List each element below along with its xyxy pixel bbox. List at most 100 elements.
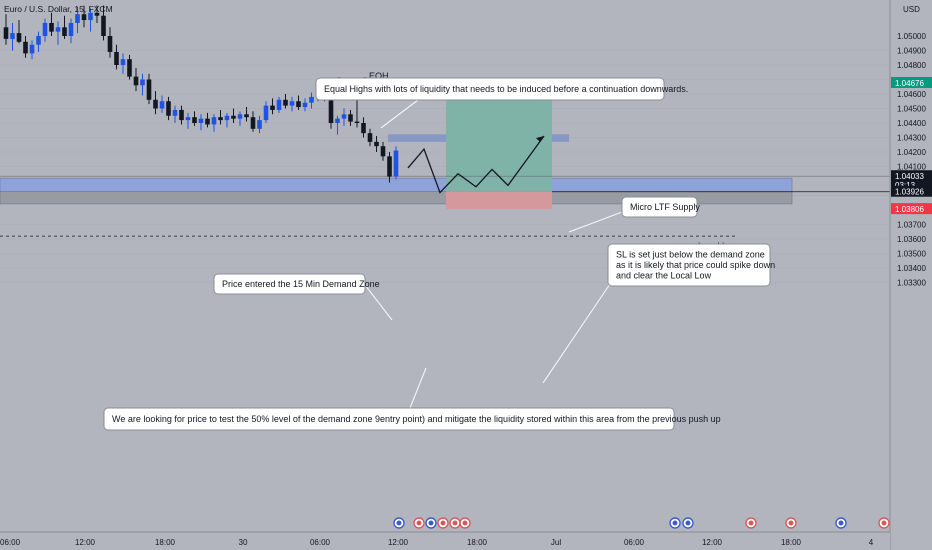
candle-body: [367, 133, 373, 142]
time-tick-label: 4: [869, 538, 874, 547]
price-tick-label: 1.03400: [897, 264, 926, 273]
price-tick-label: 1.04100: [897, 163, 926, 172]
price-tick-label: 1.04200: [897, 148, 926, 157]
candle-body: [114, 51, 119, 65]
economic-event-icon: [449, 517, 461, 529]
price-tick-label: 1.03700: [897, 221, 926, 230]
annotation-box: [103, 407, 675, 431]
annotation-looking-for: We are looking for price to test the 50%…: [103, 367, 721, 431]
economic-event-icon: [413, 517, 425, 529]
candle-body: [218, 117, 223, 121]
take-profit: [446, 82, 552, 192]
event-dot: [838, 520, 844, 526]
candle-body: [296, 101, 301, 108]
stop-loss: [446, 191, 552, 210]
candle-body: [231, 115, 236, 119]
candle: [198, 114, 204, 131]
annotation-pointer: [380, 99, 419, 129]
event-dot: [428, 520, 434, 526]
candle-body: [387, 156, 392, 177]
candle: [348, 109, 353, 126]
economic-event-icon: [425, 517, 437, 529]
annotation-box: [607, 243, 771, 287]
candle: [283, 94, 288, 109]
candle: [62, 15, 67, 39]
candle: [120, 53, 126, 74]
candle: [23, 36, 28, 58]
annotation-box: [621, 196, 698, 218]
candle: [179, 105, 184, 125]
annotation-text: Price entered the 15 Min Demand Zone: [222, 279, 380, 289]
candle-body: [250, 117, 256, 129]
price-tag-bg: [891, 185, 932, 197]
price-tag-label: 1.03926: [895, 188, 924, 197]
candle: [218, 109, 223, 125]
candle-body: [49, 22, 54, 32]
candle: [205, 112, 210, 128]
candle: [159, 95, 165, 113]
currency-label: USD: [903, 5, 920, 14]
candle-body: [302, 102, 308, 108]
candle-body: [283, 99, 288, 106]
candle: [270, 98, 275, 115]
candle-body: [153, 99, 158, 109]
candle: [309, 92, 314, 109]
candle: [68, 18, 74, 44]
candle: [367, 128, 373, 147]
candle-body: [393, 150, 399, 177]
candle-body: [62, 27, 67, 36]
event-dot: [672, 520, 678, 526]
candle-body: [23, 41, 28, 54]
event-dot: [462, 520, 468, 526]
price-tag: 1.04676: [891, 76, 932, 88]
economic-event-icon: [745, 517, 757, 529]
economic-event-icon: [393, 517, 405, 529]
candle: [42, 18, 48, 42]
candle-body: [380, 146, 386, 157]
price-tick-label: 1.04600: [897, 90, 926, 99]
projection-arrowhead: [536, 136, 544, 143]
time-tick-label: 18:00: [467, 538, 488, 547]
candle-body: [75, 14, 80, 23]
price-tag-label: 1.04676: [895, 79, 924, 88]
price-tick-label: 1.04900: [897, 47, 926, 56]
price-tag: 1.03806: [891, 203, 932, 215]
price-tag: 1.03926: [891, 185, 932, 197]
demand-zone: [0, 177, 793, 193]
candle: [114, 44, 119, 70]
annotation-text: and clear the Local Low: [616, 271, 712, 281]
candle-body: [159, 101, 165, 109]
candle: [192, 111, 197, 126]
time-tick-label: 18:00: [155, 538, 176, 547]
candle-body: [185, 117, 191, 121]
candle-body: [94, 12, 100, 16]
price-tag-label: 1.04033: [895, 172, 924, 181]
candle-body: [172, 109, 178, 116]
price-tag-bg: [891, 76, 932, 88]
economic-event-icon: [785, 517, 797, 529]
projection-path: [407, 135, 545, 194]
candle-body: [146, 79, 152, 100]
economic-event-icon: [835, 517, 847, 529]
candle: [36, 31, 41, 52]
candle: [302, 98, 308, 112]
candle-body: [361, 123, 366, 134]
candle-body: [88, 12, 93, 21]
candle-body: [263, 105, 269, 121]
candle-body: [270, 105, 275, 110]
candle: [263, 101, 269, 123]
candle: [55, 21, 61, 45]
candle: [289, 96, 295, 112]
time-tick-label: 12:00: [702, 538, 723, 547]
candle-body: [335, 118, 340, 123]
economic-event-icon: [669, 517, 681, 529]
candle: [101, 5, 106, 41]
candle-body: [198, 118, 204, 123]
price-tick-label: 1.04800: [897, 61, 926, 70]
candle-body: [107, 36, 113, 52]
time-tick-label: 12:00: [75, 538, 96, 547]
economic-event-icon: [437, 517, 449, 529]
